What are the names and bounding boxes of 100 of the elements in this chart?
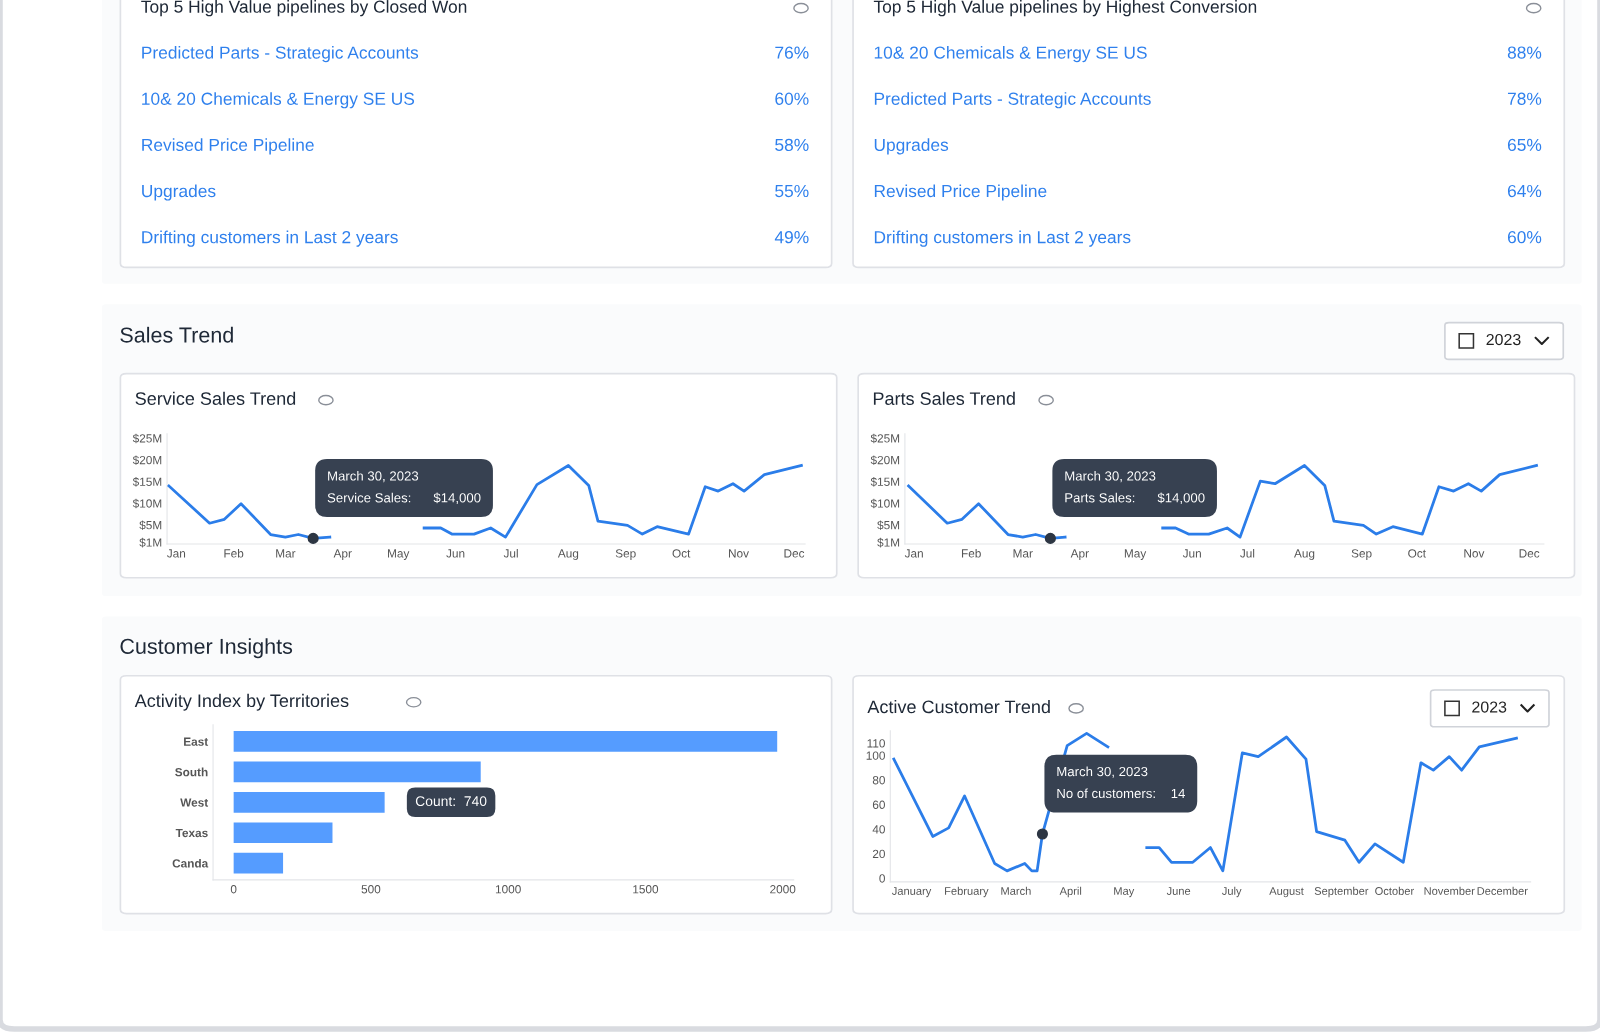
- y-tick-label: 110: [867, 739, 885, 748]
- x-tick-label: August: [1269, 887, 1304, 898]
- x-tick-label: May: [1124, 549, 1147, 560]
- x-tick-label: September: [1314, 886, 1369, 898]
- y-tick-label: $10M: [132, 498, 162, 509]
- x-tick-label: 1000: [495, 885, 521, 894]
- x-tick-label: June: [1166, 887, 1191, 895]
- y-tick-label: $1M: [877, 537, 900, 548]
- x-tick-label: July: [1221, 886, 1242, 898]
- text: 10& 20 Chemicals & Energy SE US: [142, 92, 415, 109]
- text: 10& 20 Chemicals & Energy SE US: [874, 46, 1147, 63]
- y-tick-label: $20M: [870, 455, 900, 465]
- x-tick-label: 1500: [633, 885, 659, 894]
- x-tick-label: Apr: [333, 549, 352, 560]
- x-tick-label: Jul: [503, 548, 518, 558]
- x-tick-label: Jan: [166, 549, 186, 558]
- x-tick-label: Jan: [904, 549, 923, 558]
- y-tick-label: 0: [879, 874, 885, 883]
- x-tick-label: Oct: [672, 549, 691, 558]
- y-tick-label: $20M: [132, 455, 162, 465]
- y-tick-label: South: [175, 767, 208, 777]
- text: 76%: [775, 46, 809, 59]
- x-tick-label: May: [388, 549, 410, 560]
- x-tick-label: Oct: [1408, 549, 1426, 558]
- text: Drifting customers in Last 2 years: [142, 230, 398, 247]
- x-tick-label: May: [1114, 887, 1135, 898]
- text: 58%: [775, 138, 809, 152]
- x-tick-label: Jul: [1240, 548, 1255, 558]
- y-tick-label: $5M: [877, 520, 900, 531]
- y-tick-label: $15M: [870, 477, 900, 487]
- y-tick-label: 60: [872, 800, 885, 809]
- y-tick-label: West: [180, 798, 209, 807]
- text: 64%: [1507, 184, 1542, 198]
- text: Sales Trend: [120, 326, 233, 343]
- x-tick-label: 500: [361, 885, 381, 894]
- y-tick-label: $5M: [139, 520, 162, 531]
- x-tick-label: March: [1001, 886, 1031, 895]
- text: 60%: [775, 92, 809, 105]
- text: 88%: [1507, 46, 1542, 59]
- bar: [233, 791, 385, 813]
- text: 65%: [1507, 138, 1542, 152]
- text: Customer Insights: [120, 638, 293, 659]
- y-tick-label: 40: [872, 825, 885, 834]
- chart-title: Activity Index by Territories: [134, 693, 349, 711]
- y-tick-label: Texas: [175, 828, 208, 838]
- text: Revised Price Pipeline: [874, 184, 1047, 201]
- y-tick-label: 100: [866, 751, 885, 760]
- x-tick-label: Nov: [1464, 549, 1485, 558]
- text: 2023: [1472, 701, 1507, 713]
- text: Upgrades: [142, 184, 216, 201]
- x-tick-label: Sep: [615, 549, 636, 560]
- x-tick-label: 0: [230, 885, 237, 894]
- x-tick-label: December: [1477, 886, 1528, 895]
- annotation: March 30, 2023 No of customers: 14: [1057, 766, 1185, 799]
- text: 2023: [1486, 333, 1521, 346]
- chart-title: Service Sales Trend: [135, 391, 296, 405]
- text: 78%: [1507, 92, 1542, 105]
- bar: [233, 731, 778, 752]
- text: Drifting customers in Last 2 years: [874, 230, 1131, 247]
- y-tick-label: $25M: [132, 433, 162, 444]
- x-tick-label: Jun: [1182, 549, 1201, 558]
- x-tick-label: October: [1375, 886, 1414, 895]
- x-tick-label: Apr: [1070, 549, 1089, 560]
- y-tick-label: 80: [872, 776, 885, 785]
- text: 49%: [774, 231, 809, 244]
- text: Predicted Parts - Strategic Accounts: [142, 46, 419, 63]
- x-tick-label: April: [1059, 886, 1082, 898]
- y-tick-label: $25M: [870, 433, 900, 444]
- x-tick-label: Mar: [276, 549, 296, 558]
- bar: [233, 852, 284, 874]
- annotation: March 30, 2023 Service Sales: $14,000: [327, 470, 481, 505]
- x-tick-label: Aug: [557, 549, 579, 560]
- y-tick-label: East: [184, 737, 209, 746]
- x-tick-label: February: [945, 886, 989, 898]
- x-tick-label: Nov: [728, 549, 749, 558]
- text: Top 5 High Value pipelines by Closed Won: [141, 0, 467, 17]
- bar: [233, 761, 481, 783]
- bar: [233, 822, 333, 844]
- x-tick-label: 2000: [770, 885, 796, 894]
- x-tick-label: Aug: [1294, 549, 1315, 560]
- text: Revised Price Pipeline: [142, 138, 314, 155]
- text: 55%: [775, 184, 809, 198]
- x-tick-label: Dec: [1519, 549, 1540, 558]
- y-tick-label: Canda: [172, 858, 209, 868]
- x-tick-label: Feb: [224, 548, 244, 558]
- text: Upgrades: [874, 138, 949, 155]
- text: Predicted Parts - Strategic Accounts: [874, 92, 1151, 109]
- x-tick-label: Dec: [784, 549, 805, 558]
- chart-title: Active Customer Trend: [867, 699, 1050, 714]
- chart-title: Parts Sales Trend: [873, 391, 1015, 405]
- y-tick-label: $1M: [139, 537, 162, 548]
- text: Top 5 High Value pipelines by Highest Conversion: [873, 0, 1257, 17]
- annotation: Count: 740: [415, 796, 487, 807]
- x-tick-label: Feb: [961, 548, 981, 558]
- x-tick-label: Mar: [1013, 549, 1033, 558]
- x-tick-label: January: [891, 887, 932, 898]
- y-tick-label: 20: [872, 849, 885, 859]
- annotation: March 30, 2023 Parts Sales: $14,000: [1065, 470, 1205, 505]
- text: 60%: [1507, 231, 1542, 244]
- y-tick-label: $15M: [132, 477, 162, 487]
